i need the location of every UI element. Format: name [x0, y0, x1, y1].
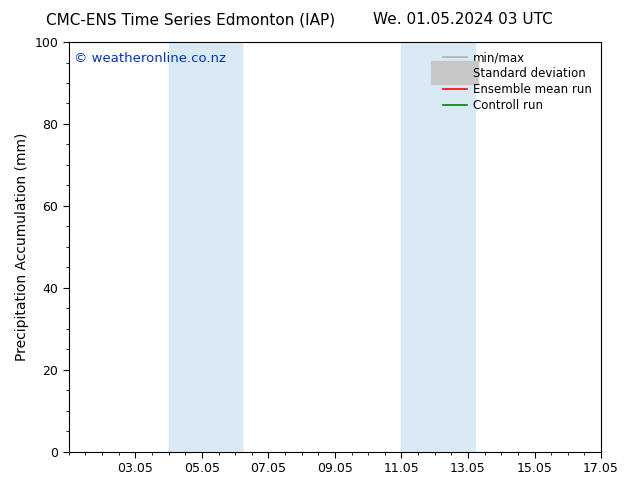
Bar: [401, 42, 475, 452]
Legend: min/max, Standard deviation, Ensemble mean run, Controll run: min/max, Standard deviation, Ensemble me…: [440, 48, 595, 116]
Text: We. 01.05.2024 03 UTC: We. 01.05.2024 03 UTC: [373, 12, 553, 27]
Y-axis label: Precipitation Accumulation (mm): Precipitation Accumulation (mm): [15, 133, 29, 361]
Text: © weatheronline.co.nz: © weatheronline.co.nz: [74, 52, 226, 65]
Bar: [169, 42, 242, 452]
Text: CMC-ENS Time Series Edmonton (IAP): CMC-ENS Time Series Edmonton (IAP): [46, 12, 335, 27]
